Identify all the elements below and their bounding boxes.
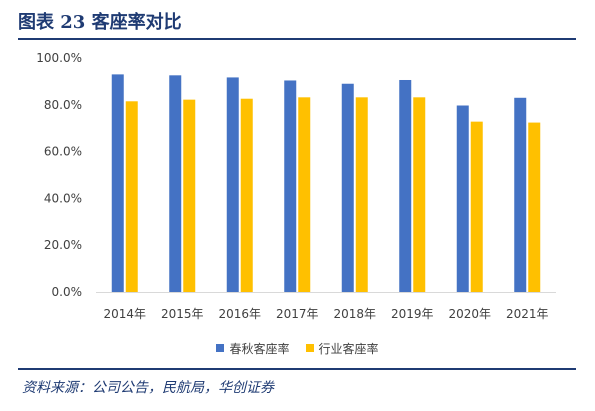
bar-chunqiu <box>284 80 297 292</box>
bar-industry <box>355 97 368 292</box>
bar-industry <box>125 101 138 292</box>
legend-swatch-industry <box>305 344 314 352</box>
bar-chunqiu <box>341 83 354 292</box>
bar-industry <box>240 98 253 292</box>
x-tick-label: 2019年 <box>391 307 434 321</box>
bar-industry <box>470 121 483 292</box>
x-tick-label: 2016年 <box>218 307 261 321</box>
title-bar: 图表 23 客座率对比 <box>18 6 576 40</box>
x-axis-ticks: 2014年 2015年 2016年 2017年 2018年 2019年 2020年 2021年 <box>103 307 548 321</box>
bar-industry <box>298 97 311 292</box>
x-tick-label: 2021年 <box>506 307 549 321</box>
bar-industry <box>413 97 426 292</box>
y-tick-label: 60.0% <box>44 145 82 159</box>
legend-label-industry: 行业客座率 <box>318 341 379 356</box>
y-tick-label: 80.0% <box>44 98 82 112</box>
x-tick-label: 2017年 <box>276 307 319 321</box>
legend-item-chunqiu: 春秋客座率 <box>216 338 290 358</box>
footer-divider <box>18 368 576 370</box>
bar-industry <box>183 99 196 292</box>
chart-title: 图表 23 客座率对比 <box>18 12 182 33</box>
legend-label-chunqiu: 春秋客座率 <box>229 341 290 356</box>
bar-chunqiu <box>514 97 527 292</box>
x-tick-label: 2020年 <box>448 307 491 321</box>
y-tick-label: 100.0% <box>36 51 82 65</box>
x-tick-label: 2018年 <box>333 307 376 321</box>
x-tick-label: 2014年 <box>103 307 146 321</box>
bar-industry <box>528 122 541 292</box>
title-divider <box>18 38 576 40</box>
bar-chunqiu <box>169 75 182 292</box>
legend: 春秋客座率 行业客座率 <box>0 338 595 358</box>
y-axis-ticks: 0.0% 20.0% 40.0% 60.0% 80.0% 100.0% <box>36 51 82 299</box>
y-tick-label: 40.0% <box>44 191 82 205</box>
bar-chart: 0.0% 20.0% 40.0% 60.0% 80.0% 100.0% 2014年 2015… <box>36 51 556 321</box>
x-tick-label: 2015年 <box>161 307 204 321</box>
bars <box>111 74 541 292</box>
y-tick-label: 0.0% <box>52 285 83 299</box>
bar-chunqiu <box>226 77 239 292</box>
y-tick-label: 20.0% <box>44 238 82 252</box>
bar-chunqiu <box>456 105 469 292</box>
source-note: 资料来源：公司公告，民航局，华创证券 <box>22 380 274 396</box>
bar-chunqiu <box>399 79 412 292</box>
legend-item-industry: 行业客座率 <box>305 338 379 358</box>
bar-chunqiu <box>111 74 124 292</box>
legend-swatch-chunqiu <box>216 344 225 352</box>
